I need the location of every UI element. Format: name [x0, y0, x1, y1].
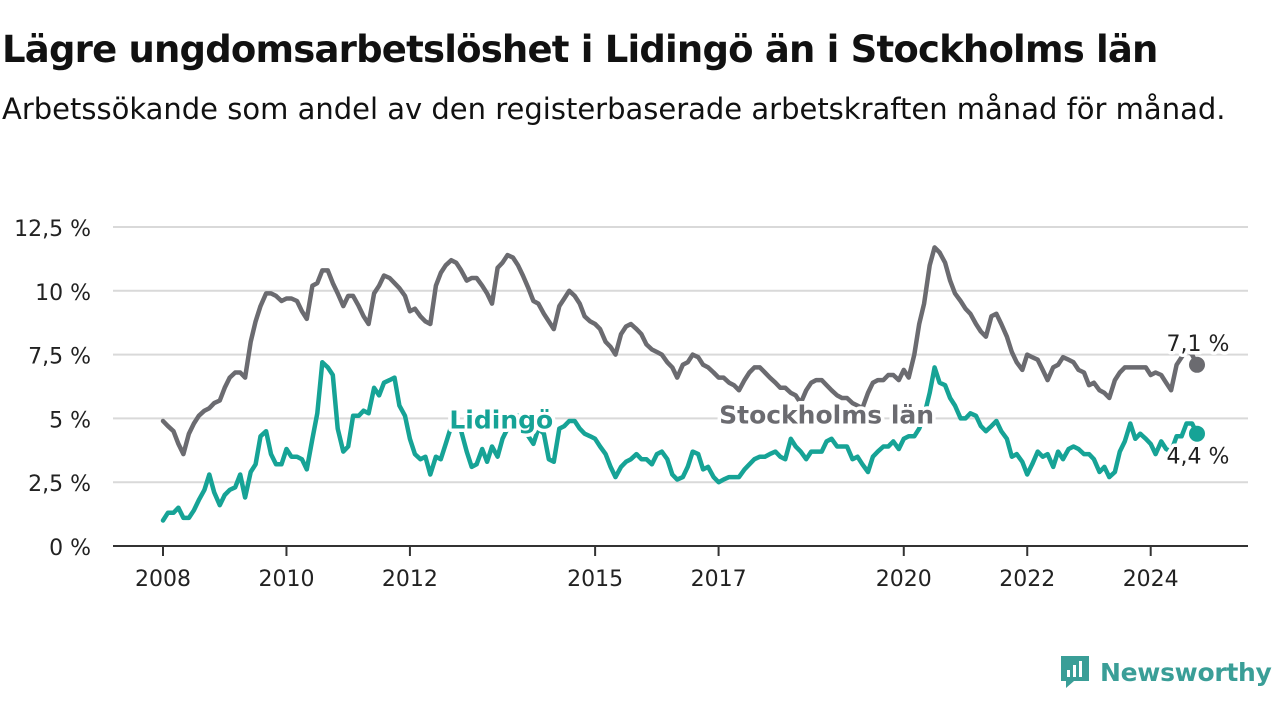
- end-label-lidingo: 4,4 %: [1167, 445, 1230, 470]
- series-lines: [160, 245, 1205, 523]
- chart-subtitle: Arbetssökande som andel av den registerb…: [2, 92, 1226, 126]
- end-point-lidingo: [1189, 425, 1205, 442]
- x-tick-label: 2008: [135, 567, 191, 592]
- y-tick-label: 7,5 %: [28, 345, 91, 370]
- newsworthy-logo: Newsworthy: [1058, 654, 1272, 690]
- chart-title: Lägre ungdomsarbetslöshet i Lidingö än i…: [2, 28, 1158, 71]
- y-tick-label: 2,5 %: [28, 472, 91, 497]
- end-point-stockholm: [1189, 356, 1205, 373]
- series-line-stockholm: [160, 245, 1200, 457]
- x-tick-label: 2010: [258, 567, 314, 592]
- x-tick-label: 2022: [999, 567, 1055, 592]
- series-line-lidingo: [160, 360, 1200, 523]
- gridlines: [113, 226, 1248, 484]
- y-tick-label: 5 %: [49, 408, 91, 433]
- y-axis-tick-labels: 0 % 2,5 % 5 % 7,5 % 10 % 12,5 %: [14, 217, 91, 561]
- x-tick-label: 2012: [382, 567, 438, 592]
- x-tick-label: 2024: [1123, 567, 1179, 592]
- y-tick-label: 0 %: [49, 536, 91, 561]
- x-axis: 2008 2010 2012 2015 2017 2020 2022 2024: [113, 545, 1248, 592]
- y-tick-label: 12,5 %: [14, 217, 91, 242]
- brand-name: Newsworthy: [1100, 657, 1272, 687]
- y-tick-label: 10 %: [35, 281, 91, 306]
- end-label-stockholm: 7,1 %: [1167, 332, 1230, 357]
- series-label-stockholm: Stockholms län: [719, 400, 934, 429]
- series-label-lidingo: Lidingö: [449, 405, 553, 434]
- series-labels: Stockholms län Lidingö 7,1 % 4,4 %: [446, 328, 1233, 473]
- newsworthy-logo-icon: [1061, 656, 1089, 688]
- x-tick-label: 2015: [567, 567, 623, 592]
- x-tick-label: 2020: [876, 567, 932, 592]
- x-tick-label: 2017: [691, 567, 747, 592]
